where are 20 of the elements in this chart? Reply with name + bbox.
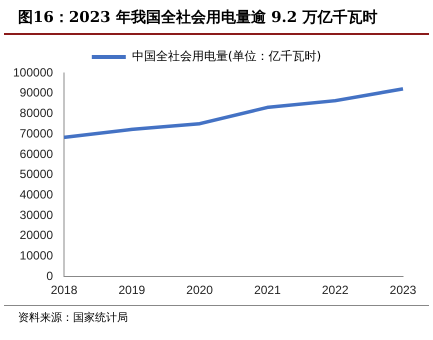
x-tick-label: 2020 — [186, 283, 214, 298]
x-tick-label: 2019 — [118, 283, 146, 298]
text: 资料来源：国家统计局 — [4, 305, 429, 329]
x-tick-label: 2018 — [50, 283, 78, 298]
x-tick-label: 2022 — [322, 283, 349, 298]
y-tick-label: 20000 — [20, 228, 54, 242]
y-tick-label: 100000 — [12, 65, 54, 80]
y-tick-label: 90000 — [20, 86, 54, 100]
y-tick-label: 80000 — [20, 106, 54, 120]
y-tick-label: 40000 — [20, 187, 54, 202]
y-tick-label: 30000 — [20, 208, 54, 222]
y-tick-label: 60000 — [20, 146, 54, 161]
x-tick-label: 2023 — [390, 283, 417, 298]
chart-title: 图16：2023 年我国全社会用电量逾 9.2 万亿千瓦时 — [4, 0, 429, 35]
y-tick-label: 70000 — [20, 126, 54, 140]
y-tick-label: 0 — [46, 268, 54, 283]
legend-label: 中国全社会用电量(单位：亿千瓦时) — [132, 49, 322, 64]
y-tick-label: 50000 — [20, 167, 54, 182]
y-tick-label: 10000 — [20, 248, 54, 263]
x-tick-label: 2021 — [254, 283, 282, 298]
